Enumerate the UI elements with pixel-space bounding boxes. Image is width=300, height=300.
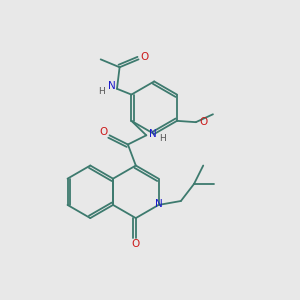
Text: H: H — [98, 87, 104, 96]
Text: O: O — [99, 127, 108, 137]
Text: O: O — [200, 117, 208, 127]
Text: O: O — [140, 52, 148, 62]
Text: O: O — [132, 239, 140, 249]
Text: H: H — [159, 134, 166, 143]
Text: N: N — [155, 199, 163, 209]
Text: N: N — [149, 129, 157, 139]
Text: N: N — [108, 81, 116, 92]
